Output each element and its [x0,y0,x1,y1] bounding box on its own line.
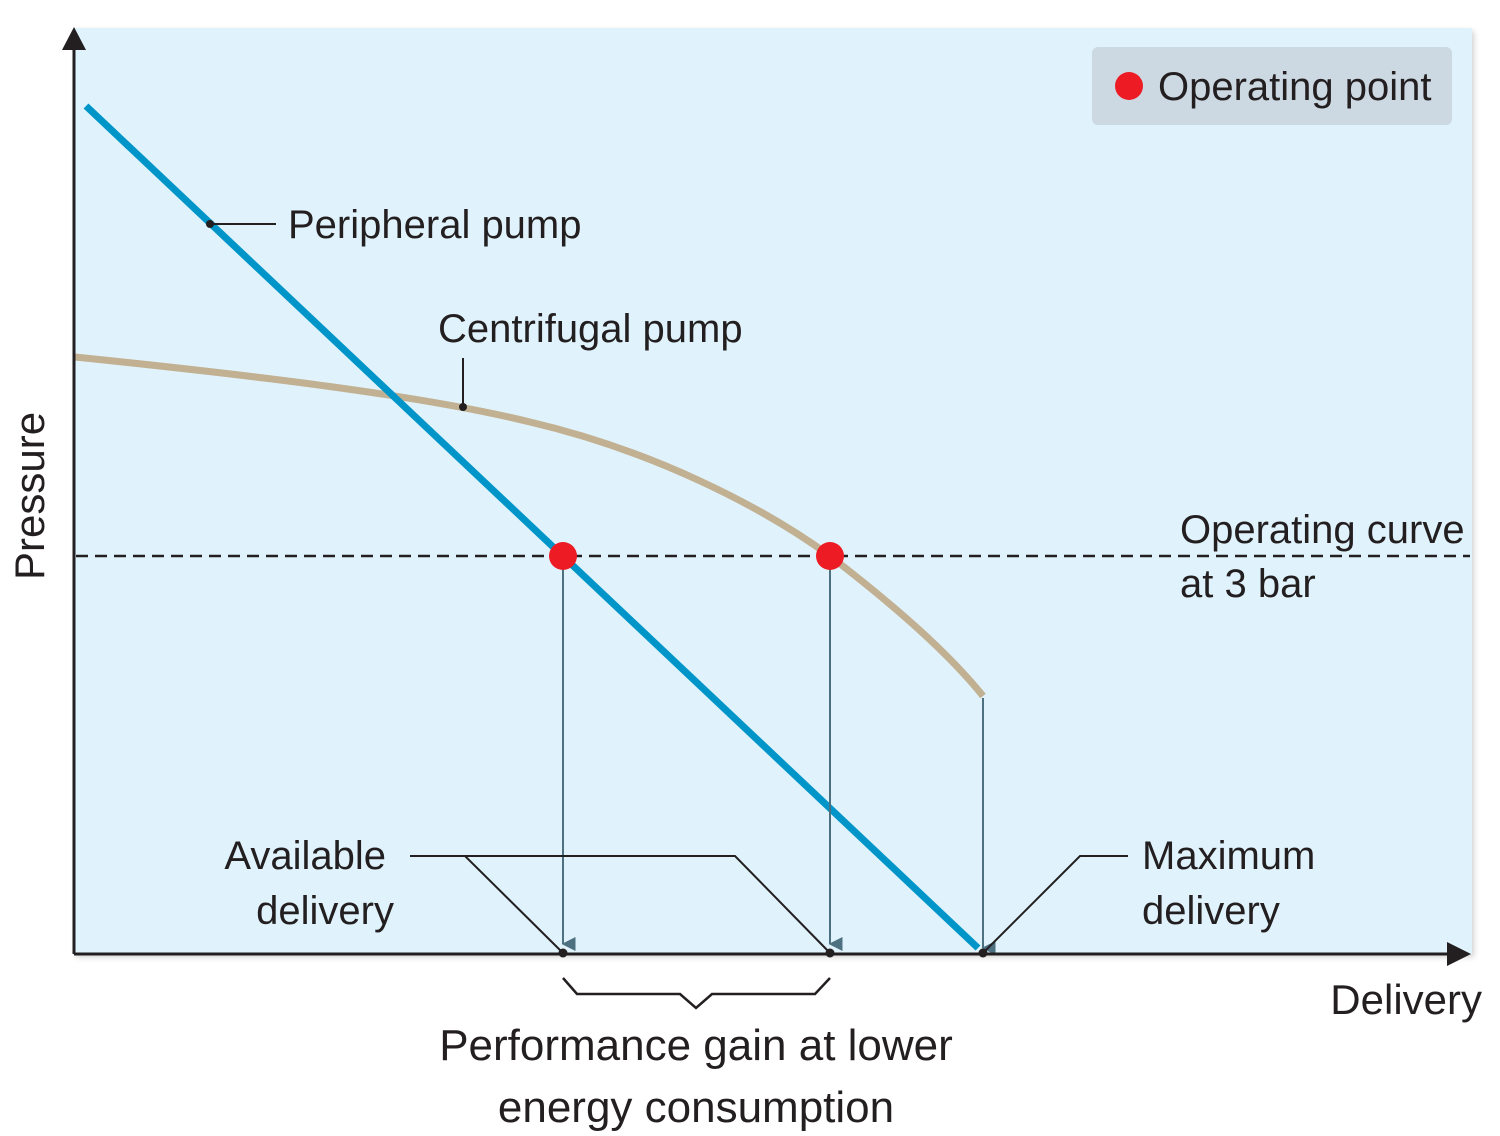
available-dot-2 [825,948,835,958]
centrifugal-pump-label: Centrifugal pump [438,307,743,351]
x-axis-label: Delivery [1330,976,1482,1023]
maximum-dot [978,948,988,958]
legend: Operating point [1092,47,1452,125]
maximum-delivery-label-1: Maximum [1142,834,1315,878]
maximum-delivery-label-2: delivery [1142,889,1280,933]
peripheral-pump-label: Peripheral pump [288,203,582,247]
y-axis-label: Pressure [6,412,53,580]
peripheral-leader-dot [206,220,214,228]
available-delivery-label-1: Available [224,834,386,878]
maximum-delivery-leader [982,855,1128,954]
plot-area [74,28,1472,954]
performance-gain-label-2: energy consumption [498,1083,894,1132]
operating-curve-label-1: Operating curve [1180,508,1465,552]
legend-marker [1115,72,1143,100]
available-delivery-label-2: delivery [256,889,394,933]
available-delivery-leader-2 [465,855,831,954]
performance-gain-brace [562,977,831,1010]
operating-point-centrifugal [816,542,844,570]
centrifugal-leader-dot [459,403,467,411]
performance-gain-label-1: Performance gain at lower [439,1021,953,1070]
y-axis-arrow-icon [62,27,86,50]
operating-curve-label-2: at 3 bar [1180,562,1316,606]
legend-box [1092,47,1452,125]
legend-label: Operating point [1158,65,1432,109]
axes [62,27,1471,966]
operating-point-peripheral [549,542,577,570]
centrifugal-pump-curve [74,353,986,699]
x-axis-arrow-icon [1447,942,1471,966]
available-dot-1 [558,948,568,958]
